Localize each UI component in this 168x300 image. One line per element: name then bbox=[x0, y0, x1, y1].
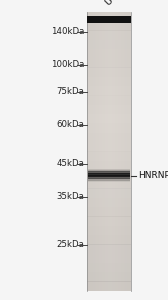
Bar bbox=[88, 174, 130, 175]
Bar bbox=[121, 12, 123, 291]
Bar bbox=[90, 12, 92, 291]
Bar bbox=[87, 151, 131, 161]
Bar bbox=[88, 170, 130, 171]
Bar bbox=[87, 12, 89, 291]
Bar bbox=[87, 142, 131, 152]
Bar bbox=[103, 12, 105, 291]
Bar bbox=[99, 12, 101, 291]
Bar bbox=[125, 12, 127, 291]
Bar bbox=[87, 281, 131, 291]
Bar bbox=[116, 12, 118, 291]
Bar bbox=[88, 173, 130, 174]
Bar bbox=[87, 114, 131, 124]
Text: 35kDa: 35kDa bbox=[56, 192, 84, 201]
Bar bbox=[88, 169, 130, 170]
Text: 25kDa: 25kDa bbox=[56, 240, 84, 249]
Bar bbox=[87, 216, 131, 226]
Bar bbox=[88, 172, 130, 173]
Bar bbox=[87, 16, 131, 22]
Bar bbox=[87, 49, 131, 58]
Bar bbox=[112, 12, 114, 291]
Bar bbox=[88, 179, 130, 180]
Bar bbox=[88, 176, 130, 177]
Bar bbox=[87, 244, 131, 254]
Text: 60kDa: 60kDa bbox=[56, 120, 84, 129]
Text: 45kDa: 45kDa bbox=[56, 159, 84, 168]
Bar bbox=[87, 86, 131, 96]
Bar bbox=[118, 12, 120, 291]
Bar bbox=[130, 12, 131, 291]
Bar bbox=[108, 12, 110, 291]
Bar bbox=[89, 12, 91, 291]
Bar bbox=[124, 12, 125, 291]
Bar bbox=[87, 198, 131, 207]
Bar bbox=[87, 170, 131, 179]
Bar bbox=[106, 12, 108, 291]
Bar bbox=[96, 12, 98, 291]
Bar bbox=[88, 175, 130, 176]
Bar bbox=[87, 226, 131, 235]
Text: 140kDa: 140kDa bbox=[51, 27, 84, 36]
Bar bbox=[88, 180, 130, 181]
Bar bbox=[114, 12, 115, 291]
Bar bbox=[87, 30, 131, 40]
Bar bbox=[98, 12, 99, 291]
Bar bbox=[87, 207, 131, 217]
Text: HNRNPA3: HNRNPA3 bbox=[138, 171, 168, 180]
Bar bbox=[87, 68, 131, 77]
Bar bbox=[87, 105, 131, 114]
Bar bbox=[87, 272, 131, 282]
Bar bbox=[105, 12, 107, 291]
Bar bbox=[88, 175, 130, 176]
Bar bbox=[87, 77, 131, 86]
Text: 100kDa: 100kDa bbox=[51, 60, 84, 69]
Bar bbox=[119, 12, 121, 291]
Bar bbox=[109, 12, 111, 291]
Bar bbox=[87, 21, 131, 31]
Bar bbox=[87, 95, 131, 105]
Bar bbox=[87, 263, 131, 272]
Bar bbox=[87, 235, 131, 244]
Bar bbox=[88, 169, 130, 170]
Bar bbox=[88, 173, 130, 174]
Bar bbox=[88, 181, 130, 182]
Text: U-251MG: U-251MG bbox=[103, 0, 140, 8]
Bar bbox=[111, 12, 112, 291]
Bar bbox=[88, 176, 130, 177]
Bar bbox=[88, 180, 130, 181]
Bar bbox=[87, 58, 131, 68]
Bar bbox=[87, 179, 131, 189]
Text: 75kDa: 75kDa bbox=[56, 87, 84, 96]
Bar bbox=[87, 160, 131, 170]
Bar bbox=[87, 12, 131, 21]
Bar bbox=[87, 254, 131, 263]
Bar bbox=[93, 12, 95, 291]
Bar bbox=[88, 177, 130, 178]
Bar bbox=[122, 12, 124, 291]
Bar bbox=[95, 12, 96, 291]
Bar bbox=[102, 12, 104, 291]
Bar bbox=[92, 12, 94, 291]
Bar bbox=[87, 188, 131, 198]
Bar bbox=[87, 40, 131, 49]
Bar bbox=[88, 178, 130, 179]
Bar bbox=[87, 133, 131, 142]
Bar bbox=[87, 123, 131, 133]
Bar bbox=[127, 12, 129, 291]
Bar bbox=[100, 12, 102, 291]
Bar bbox=[128, 12, 130, 291]
Bar bbox=[88, 171, 130, 172]
Bar bbox=[88, 171, 130, 172]
Bar bbox=[115, 12, 117, 291]
